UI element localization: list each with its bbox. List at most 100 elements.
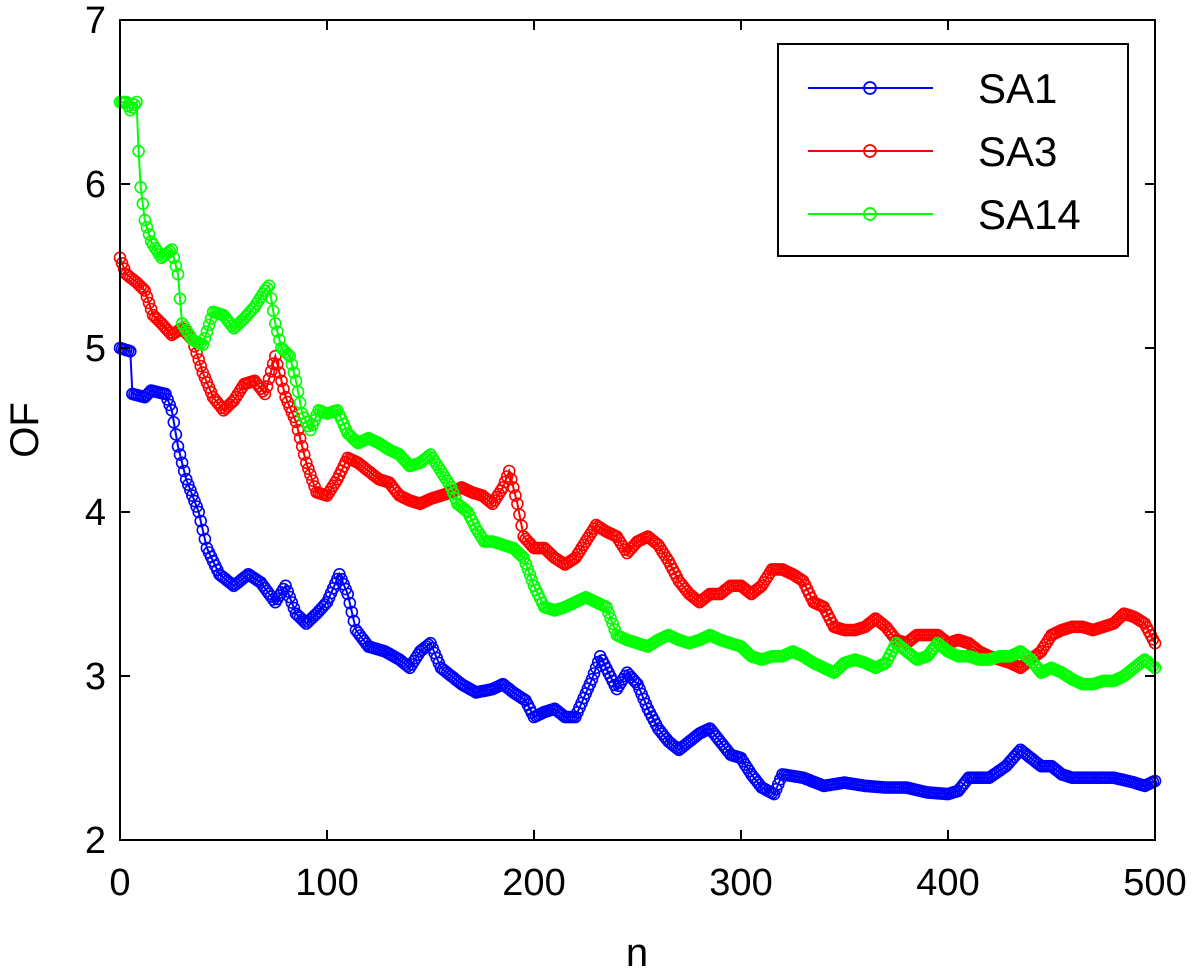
data-point — [304, 468, 317, 481]
data-point — [655, 545, 669, 558]
data-point — [281, 347, 295, 361]
data-point — [273, 366, 286, 379]
data-point — [186, 489, 199, 502]
data-point — [252, 574, 266, 588]
data-point — [140, 290, 154, 304]
data-point — [173, 292, 187, 306]
data-point — [117, 262, 131, 276]
data-point — [420, 640, 433, 653]
data-point — [444, 481, 458, 494]
x-tick-label: 0 — [109, 862, 130, 904]
data-point — [279, 345, 292, 359]
data-point — [165, 243, 179, 256]
data-point — [270, 358, 284, 371]
data-point — [1012, 745, 1025, 759]
y-tick-label: 3 — [85, 656, 106, 698]
data-point — [1022, 651, 1035, 665]
data-point — [173, 448, 187, 461]
data-point — [448, 491, 462, 505]
data-point — [759, 572, 773, 586]
data-point — [175, 456, 189, 470]
y-tick-label: 2 — [85, 820, 106, 862]
data-point — [670, 741, 684, 755]
data-point — [1136, 654, 1149, 668]
x-tick-label: 100 — [295, 862, 358, 904]
data-point — [163, 244, 176, 258]
data-point — [299, 456, 313, 470]
legend-label: SA1 — [978, 65, 1057, 112]
legend-item-sa3: SA3 — [808, 128, 1057, 175]
data-point — [587, 667, 601, 680]
data-point — [306, 474, 319, 487]
legend-item-sa14: SA14 — [808, 191, 1081, 238]
data-point — [519, 557, 533, 570]
legend-label: SA3 — [978, 128, 1057, 175]
data-point — [196, 523, 210, 537]
y-tick-label: 6 — [85, 164, 106, 206]
data-point — [266, 593, 280, 606]
data-point — [171, 440, 185, 453]
data-point — [308, 480, 321, 493]
data-point — [153, 314, 166, 328]
data-point — [604, 611, 617, 625]
data-point — [159, 387, 172, 401]
data-point — [264, 291, 278, 305]
data-point — [202, 318, 216, 332]
data-point — [285, 358, 299, 371]
data-point — [190, 500, 203, 513]
data-point — [196, 338, 210, 352]
data-point — [318, 598, 332, 611]
data-point — [742, 586, 756, 599]
x-tick-label: 200 — [502, 862, 565, 904]
data-point — [268, 349, 282, 363]
data-point — [124, 344, 137, 358]
data-point — [295, 440, 309, 453]
data-point — [1146, 659, 1160, 673]
data-point — [198, 331, 212, 345]
data-point — [142, 296, 156, 310]
legend-label: SA14 — [978, 191, 1081, 238]
x-tick-label: 400 — [916, 862, 979, 904]
data-point — [163, 398, 176, 412]
data-point — [148, 241, 162, 255]
data-point — [179, 323, 193, 337]
data-point — [302, 462, 315, 476]
data-point — [877, 618, 891, 632]
data-point — [420, 451, 433, 465]
data-point — [1039, 638, 1052, 652]
data-point — [169, 259, 183, 273]
y-axis-label: OF — [3, 402, 47, 458]
data-point — [134, 280, 147, 293]
legend: SA1 SA3 SA14 — [777, 43, 1129, 257]
data-point — [115, 256, 129, 270]
data-point — [517, 551, 531, 565]
data-point — [262, 279, 276, 293]
legend-marker — [863, 81, 877, 95]
y-tick-label: 4 — [85, 492, 106, 534]
data-point — [287, 601, 301, 615]
data-point — [438, 471, 452, 484]
data-point — [399, 658, 413, 671]
x-tick-label: 500 — [1123, 862, 1186, 904]
series-sa14 — [113, 95, 1162, 691]
data-point — [324, 482, 338, 496]
data-point — [602, 606, 615, 620]
data-point — [138, 284, 152, 297]
data-point — [506, 481, 520, 494]
data-point — [738, 758, 752, 771]
data-point — [171, 267, 185, 281]
data-point — [277, 382, 290, 396]
data-point — [140, 220, 154, 234]
legend-item-sa1: SA1 — [808, 65, 1057, 112]
data-point — [490, 490, 504, 504]
data-point — [184, 483, 197, 497]
x-tick-label: 300 — [709, 862, 772, 904]
data-point — [297, 448, 311, 461]
data-point — [343, 596, 357, 610]
data-point — [167, 415, 181, 429]
data-point — [283, 590, 297, 604]
data-point — [428, 454, 441, 468]
data-point — [266, 304, 280, 318]
data-point — [585, 672, 599, 686]
